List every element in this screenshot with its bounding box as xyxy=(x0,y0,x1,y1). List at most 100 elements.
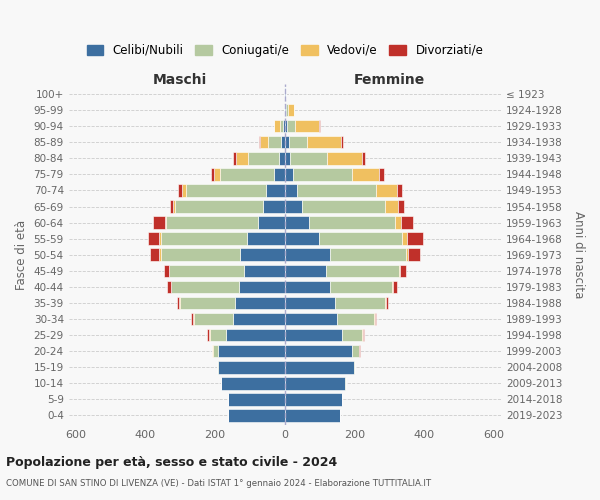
Bar xyxy=(285,88,286,101)
Bar xyxy=(352,168,379,180)
Bar xyxy=(240,248,285,261)
Bar xyxy=(235,296,285,309)
Bar xyxy=(329,248,406,261)
Bar xyxy=(281,136,285,148)
Bar xyxy=(233,152,236,164)
Bar xyxy=(236,152,248,164)
Text: COMUNE DI SAN STINO DI LIVENZA (VE) - Dati ISTAT 1° gennaio 2024 - Elaborazione : COMUNE DI SAN STINO DI LIVENZA (VE) - Da… xyxy=(6,479,431,488)
Bar xyxy=(286,104,288,117)
Bar xyxy=(258,216,285,229)
Bar xyxy=(285,409,340,422)
Bar xyxy=(167,280,170,293)
Bar xyxy=(153,216,164,229)
Bar xyxy=(285,104,286,117)
Bar xyxy=(208,329,209,342)
Bar xyxy=(289,136,307,148)
Y-axis label: Anni di nascita: Anni di nascita xyxy=(572,211,585,298)
Bar xyxy=(214,168,220,180)
Bar xyxy=(319,120,320,132)
Bar xyxy=(268,136,281,148)
Bar xyxy=(233,313,285,326)
Bar xyxy=(409,248,420,261)
Bar xyxy=(161,232,247,245)
Bar xyxy=(212,345,213,358)
Bar xyxy=(302,200,385,213)
Bar xyxy=(283,120,285,132)
Bar xyxy=(226,329,285,342)
Bar xyxy=(308,216,395,229)
Bar xyxy=(278,152,285,164)
Bar xyxy=(285,264,326,277)
Bar xyxy=(285,296,335,309)
Legend: Celibi/Nubili, Coniugati/e, Vedovi/e, Divorziati/e: Celibi/Nubili, Coniugati/e, Vedovi/e, Di… xyxy=(82,39,488,62)
Bar xyxy=(220,168,274,180)
Bar xyxy=(285,329,342,342)
Bar xyxy=(284,104,285,117)
Bar xyxy=(285,280,329,293)
Bar xyxy=(285,216,308,229)
Bar xyxy=(228,393,285,406)
Text: Femmine: Femmine xyxy=(354,73,425,87)
Bar xyxy=(221,377,285,390)
Bar xyxy=(171,280,239,293)
Bar xyxy=(295,120,319,132)
Bar xyxy=(401,216,413,229)
Bar xyxy=(379,168,383,180)
Bar xyxy=(288,104,294,117)
Bar xyxy=(337,313,374,326)
Bar xyxy=(186,184,266,196)
Bar xyxy=(385,200,398,213)
Bar xyxy=(342,329,362,342)
Bar xyxy=(177,296,179,309)
Bar xyxy=(169,264,244,277)
Bar xyxy=(266,184,285,196)
Bar xyxy=(248,152,278,164)
Bar xyxy=(160,232,161,245)
Bar xyxy=(260,136,268,148)
Bar xyxy=(406,248,409,261)
Bar xyxy=(376,184,397,196)
Bar xyxy=(209,329,226,342)
Bar xyxy=(392,280,393,293)
Bar xyxy=(386,296,388,309)
Bar xyxy=(285,345,352,358)
Bar xyxy=(173,200,175,213)
Bar xyxy=(182,184,186,196)
Bar xyxy=(148,232,160,245)
Bar xyxy=(397,184,402,196)
Bar xyxy=(180,296,235,309)
Bar xyxy=(395,216,401,229)
Bar xyxy=(285,168,293,180)
Bar xyxy=(359,345,360,358)
Bar xyxy=(307,136,341,148)
Bar xyxy=(164,216,166,229)
Bar xyxy=(345,377,346,390)
Bar xyxy=(193,313,194,326)
Bar xyxy=(274,168,285,180)
Bar xyxy=(285,313,337,326)
Bar xyxy=(319,232,402,245)
Bar xyxy=(362,152,365,164)
Bar xyxy=(398,264,400,277)
Bar xyxy=(402,232,407,245)
Bar xyxy=(341,136,343,148)
Bar xyxy=(398,200,404,213)
Bar xyxy=(213,345,218,358)
Bar xyxy=(166,216,258,229)
Bar xyxy=(247,232,285,245)
Bar xyxy=(149,248,160,261)
Text: Popolazione per età, sesso e stato civile - 2024: Popolazione per età, sesso e stato civil… xyxy=(6,456,337,469)
Bar xyxy=(179,296,180,309)
Bar xyxy=(285,120,287,132)
Bar xyxy=(285,136,289,148)
Bar xyxy=(335,296,385,309)
Bar xyxy=(191,313,193,326)
Bar xyxy=(218,361,285,374)
Bar xyxy=(170,280,171,293)
Bar xyxy=(352,345,359,358)
Bar xyxy=(274,120,280,132)
Bar xyxy=(160,248,161,261)
Bar xyxy=(280,120,283,132)
Bar xyxy=(164,264,169,277)
Bar xyxy=(375,313,376,326)
